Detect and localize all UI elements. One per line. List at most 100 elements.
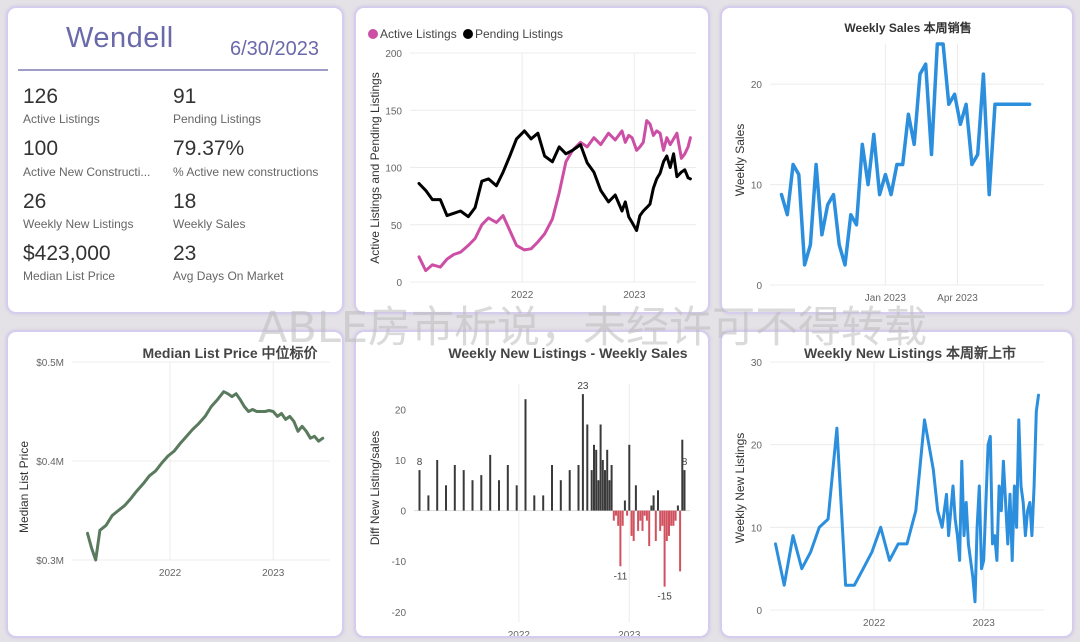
- y-tick-label: $0.4M: [36, 457, 64, 468]
- weekly-new-listings-chart-card: Weekly New Listings 本周新上市 Weekly New Lis…: [720, 330, 1074, 638]
- kpi-card: Wendell 6/30/2023 126 Active Listings 91…: [6, 6, 344, 314]
- gridlines: [518, 384, 630, 622]
- bar: [608, 480, 611, 511]
- bar: [628, 444, 631, 511]
- bar: [453, 465, 456, 511]
- x-tick-labels: 2022 2023: [863, 618, 995, 629]
- chart-title: Weekly New Listings - Weekly Sales: [448, 345, 687, 361]
- x-tick-label: 2022: [863, 618, 886, 629]
- plot-area: [779, 42, 1032, 267]
- x-tick-label: 2023: [623, 290, 646, 301]
- bar: [654, 510, 657, 541]
- y-axis-title: Weekly Sales: [733, 124, 747, 196]
- bar: [615, 510, 617, 516]
- bar: [632, 510, 635, 541]
- bar: [551, 465, 553, 511]
- series-line-2: [417, 129, 692, 232]
- y-tick-label: $0.3M: [36, 556, 64, 567]
- bar: [524, 399, 527, 511]
- bar: [515, 485, 518, 511]
- median-list-price-value: $423,000: [23, 242, 111, 265]
- data-label: -15: [657, 592, 672, 603]
- x-tick-label: Apr 2023: [937, 293, 978, 304]
- bar: [648, 510, 651, 546]
- bar: [659, 510, 662, 531]
- weekly-new-listings-label: Weekly New Listings: [23, 217, 134, 231]
- y-tick-label: 50: [391, 221, 403, 232]
- bar: [670, 510, 673, 526]
- bar: [674, 510, 677, 521]
- active-listings-value: 126: [23, 85, 59, 108]
- bar: [595, 449, 598, 511]
- bar: [637, 510, 640, 531]
- pct-new-construction-label: % Active new constructions: [173, 165, 319, 179]
- bar: [681, 439, 684, 511]
- plot-area: [774, 393, 1040, 604]
- bar: [604, 470, 606, 511]
- bar: [679, 510, 682, 572]
- bar: [641, 510, 644, 531]
- bar: [599, 424, 602, 511]
- active-new-construction-label: Active New Constructi...: [23, 165, 151, 179]
- weekly-sales-chart-card: Weekly Sales 本周销售 Weekly Sales 0 10 20 Jan…: [720, 6, 1074, 314]
- bar: [427, 495, 430, 511]
- bar: [663, 510, 666, 587]
- x-tick-labels: 2022 2023: [511, 290, 646, 301]
- median-price-chart-card: Median List Price 中位标价 Median List Price…: [6, 330, 344, 638]
- chart-title: Weekly Sales 本周销售: [844, 20, 971, 35]
- bar: [665, 510, 668, 541]
- bar: [489, 454, 492, 511]
- bar: [612, 510, 615, 521]
- plot-area: [86, 390, 325, 562]
- weekly-sales-value: 18: [173, 190, 197, 213]
- bar: [568, 470, 571, 511]
- x-tick-labels: Jan 2023 Apr 2023: [865, 293, 978, 304]
- x-tick-labels: 2022 2023: [508, 630, 641, 636]
- y-tick-label: 20: [751, 80, 763, 91]
- y-axis-title: Active Listings and Pending Listings: [368, 72, 382, 263]
- pending-listings-label: Pending Listings: [173, 112, 262, 126]
- active-listings-label: Active Listings: [23, 112, 100, 126]
- bar: [593, 444, 595, 511]
- bar: [634, 485, 637, 511]
- bar: [643, 510, 646, 516]
- title-divider: [18, 69, 328, 71]
- bar: [617, 510, 620, 526]
- y-tick-label: 10: [395, 456, 407, 467]
- bar: [650, 505, 653, 511]
- active-pending-chart: Active Listings Pending Listings Active …: [368, 27, 696, 301]
- weekly-new-listings-value: 26: [23, 190, 47, 213]
- bar: [506, 465, 509, 511]
- plot-area: [417, 119, 692, 273]
- x-tick-label: 2023: [973, 618, 996, 629]
- x-tick-label: 2022: [508, 630, 531, 636]
- y-tick-labels: -20 -10 0 10 20: [392, 405, 407, 619]
- data-label: 8: [417, 457, 423, 468]
- bar: [661, 510, 664, 526]
- bar: [645, 510, 648, 521]
- chart-title: Median List Price 中位标价: [142, 345, 318, 361]
- data-label: -11: [614, 571, 628, 582]
- bar: [606, 449, 609, 511]
- y-axis-title: Median List Price: [17, 441, 31, 533]
- pending-listings-value: 91: [173, 85, 197, 108]
- x-tick-label: 2022: [511, 290, 534, 301]
- weekly-sales-label: Weekly Sales: [173, 217, 246, 231]
- y-tick-labels: 0 50 100 150 200: [385, 49, 402, 289]
- bar: [533, 495, 536, 511]
- gridlines: [410, 52, 696, 283]
- y-tick-label: 150: [385, 106, 402, 117]
- bar: [639, 510, 642, 521]
- bar: [672, 510, 675, 526]
- y-tick-label: 100: [385, 164, 402, 175]
- y-tick-label: 0: [400, 507, 406, 518]
- y-tick-label: -20: [392, 608, 407, 619]
- y-tick-label: 20: [751, 441, 763, 452]
- y-tick-labels: 0 10 20: [751, 80, 763, 292]
- x-tick-label: 2022: [159, 568, 182, 579]
- bar: [471, 480, 474, 511]
- diff-bars-chart: Weekly New Listings - Weekly Sales Diff …: [368, 345, 690, 636]
- y-tick-label: -10: [392, 557, 407, 568]
- bar: [559, 480, 562, 511]
- gridlines: [770, 44, 1044, 286]
